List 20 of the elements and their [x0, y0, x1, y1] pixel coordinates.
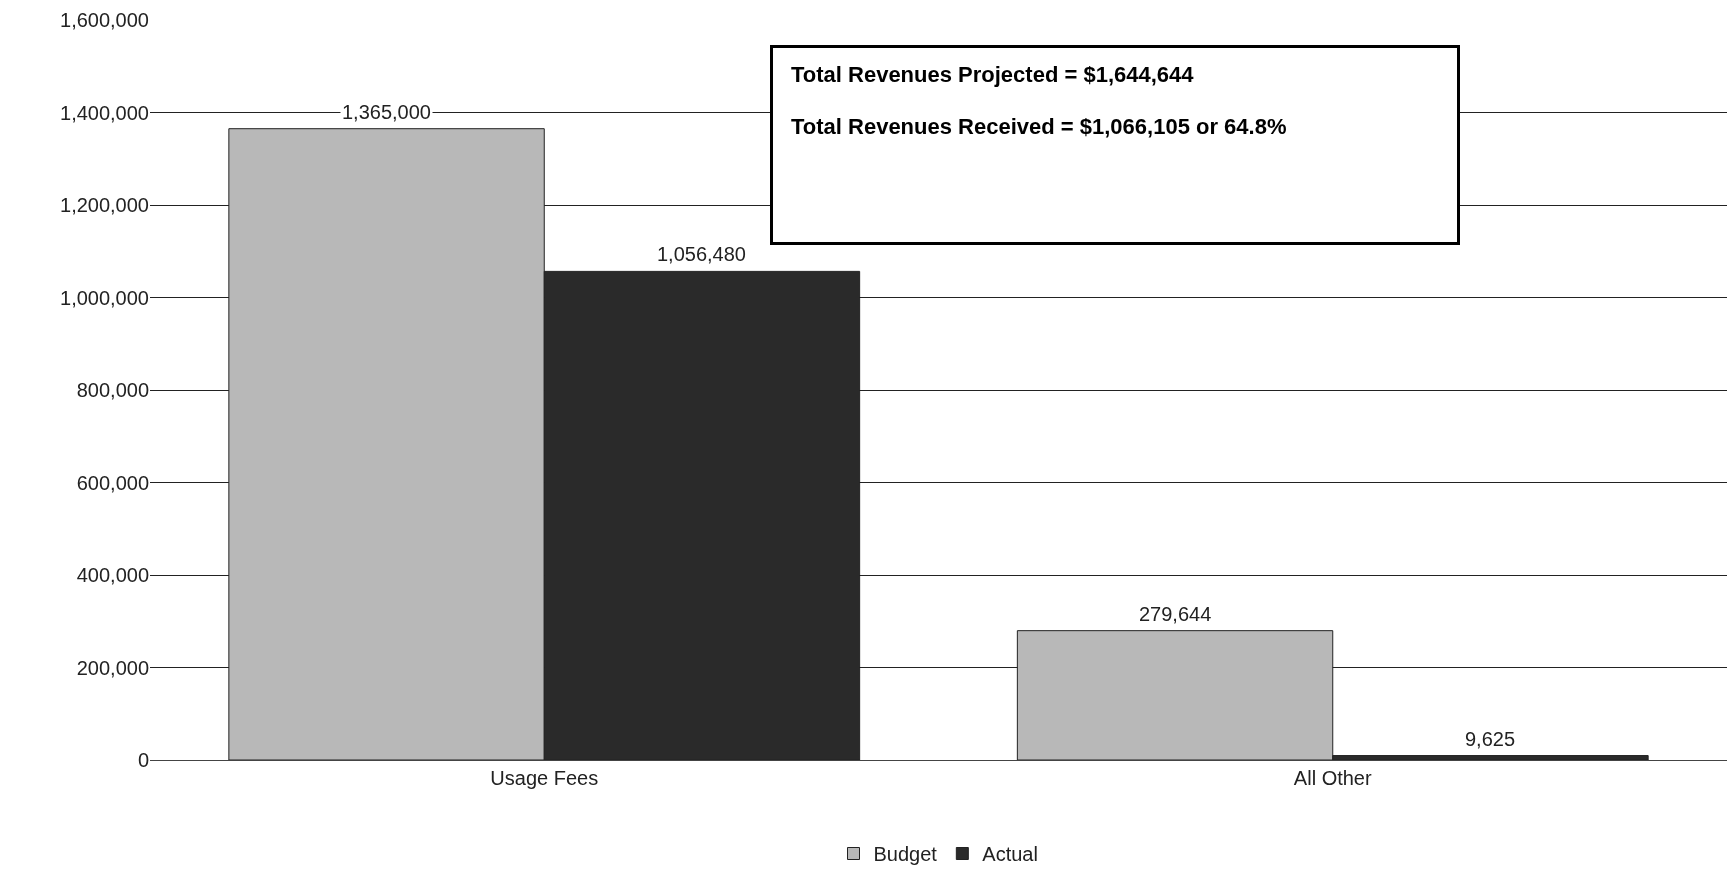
y-tick-label: 0 [137, 749, 149, 771]
y-tick-label: 1,200,000 [60, 194, 149, 216]
annotation: Total Revenues Received = $1,066,105 or 64.8% [791, 114, 1288, 140]
y-tick-label: 200,000 [76, 656, 149, 679]
data-label: 9,625 [1465, 728, 1516, 750]
annotation: Total Revenues Projected = $1,644,644 [791, 62, 1195, 88]
y-tick-label: 400,000 [76, 564, 149, 586]
legend-label: Actual [982, 843, 1038, 866]
x-tick-label: Usage Fees [490, 767, 599, 789]
data-label: 279,644 [1139, 603, 1212, 625]
x-tick-label: All Other [1293, 767, 1372, 789]
y-tick-label: 1,000,000 [60, 286, 149, 309]
text-box: Total Revenues Projected = $1,644,644 Total Revenues Received = $1,066,105 or 64.8% [770, 45, 1460, 245]
y-tick-label: 1,400,000 [60, 101, 149, 124]
legend-label: Budget [873, 843, 938, 866]
data-label: 1,056,480 [657, 243, 746, 265]
data-label: 1,365,000 [342, 101, 431, 123]
y-tick-label: 600,000 [76, 471, 149, 494]
y-tick-label: 1,600,000 [60, 9, 149, 31]
y-tick-label: 800,000 [76, 379, 149, 401]
